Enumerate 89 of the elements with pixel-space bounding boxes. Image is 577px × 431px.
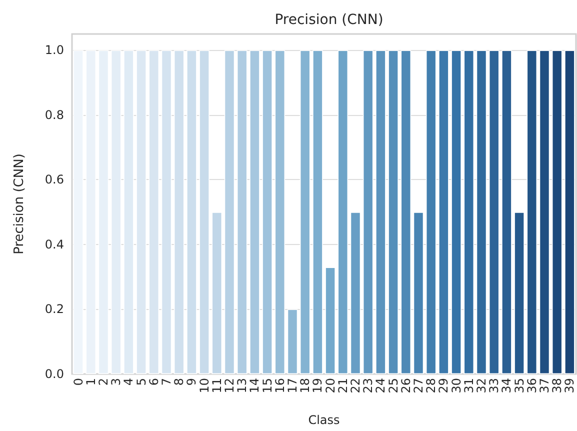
bar bbox=[325, 267, 336, 374]
y-tick-label: 0.8 bbox=[44, 108, 64, 122]
x-tick-label: 22 bbox=[348, 378, 362, 394]
x-tick-label: 19 bbox=[310, 378, 325, 394]
x-tick-label: 10 bbox=[197, 378, 212, 394]
x-tick-label: 32 bbox=[474, 378, 488, 394]
x-tick-label: 3 bbox=[109, 378, 124, 386]
x-tick-label: 13 bbox=[235, 378, 250, 394]
bar bbox=[526, 50, 538, 374]
bar bbox=[413, 212, 424, 374]
x-tick-label: 5 bbox=[134, 378, 148, 386]
x-tick-label: 2 bbox=[96, 378, 110, 386]
bar bbox=[148, 50, 160, 374]
x-tick-label: 6 bbox=[146, 378, 161, 386]
bar bbox=[250, 50, 260, 374]
bar bbox=[110, 50, 122, 374]
bar bbox=[262, 50, 272, 374]
bar bbox=[426, 50, 436, 374]
x-tick-label: 31 bbox=[462, 378, 476, 394]
y-axis-title: Precision (CNN) bbox=[12, 154, 27, 254]
bar bbox=[98, 50, 109, 374]
bar bbox=[376, 50, 386, 374]
bar bbox=[124, 50, 134, 374]
bar bbox=[476, 50, 487, 374]
x-tick-label: 35 bbox=[512, 378, 526, 394]
bar bbox=[236, 50, 248, 374]
x-tick-label: 24 bbox=[374, 378, 388, 394]
bar bbox=[274, 50, 286, 374]
bar bbox=[388, 50, 398, 374]
x-tick-label: 12 bbox=[222, 378, 236, 394]
bar bbox=[86, 50, 96, 374]
x-tick-label: 4 bbox=[122, 378, 136, 386]
x-tick-label: 17 bbox=[286, 378, 300, 394]
x-tick-label: 7 bbox=[160, 378, 174, 386]
x-tick-label: 33 bbox=[487, 378, 502, 394]
bar bbox=[362, 50, 374, 374]
x-tick-label: 29 bbox=[436, 378, 451, 394]
bar bbox=[338, 50, 348, 374]
bar bbox=[514, 212, 524, 374]
x-axis-title: Class bbox=[308, 413, 340, 427]
x-tick-label: 36 bbox=[524, 378, 539, 394]
y-tick-label: 0.2 bbox=[44, 302, 64, 316]
x-tick-label: 0 bbox=[71, 378, 86, 386]
x-tick-label: 27 bbox=[412, 378, 426, 394]
y-tick-label: 0.4 bbox=[44, 237, 64, 252]
x-tick-label: 37 bbox=[538, 378, 552, 394]
y-tick-label: 0.0 bbox=[44, 367, 64, 381]
bar bbox=[350, 212, 361, 374]
bar bbox=[136, 50, 146, 374]
bar bbox=[502, 50, 512, 374]
bar bbox=[552, 50, 562, 374]
bar bbox=[174, 50, 184, 374]
bar bbox=[312, 50, 323, 374]
x-tick-label: 14 bbox=[248, 378, 262, 394]
x-tick-label: 34 bbox=[500, 378, 514, 394]
bar bbox=[73, 50, 84, 374]
x-tick-label: 23 bbox=[361, 378, 376, 394]
x-tick-label: 1 bbox=[84, 378, 98, 386]
x-tick-label: 20 bbox=[323, 378, 338, 394]
bar bbox=[199, 50, 210, 374]
x-tick-label: 15 bbox=[260, 378, 274, 394]
y-tick-label: 0.6 bbox=[44, 172, 64, 187]
bar bbox=[161, 50, 172, 374]
x-tick-label: 21 bbox=[336, 378, 350, 394]
bar bbox=[300, 50, 310, 374]
x-tick-label: 39 bbox=[562, 378, 577, 394]
chart-title: Precision (CNN) bbox=[274, 12, 384, 28]
bar bbox=[287, 309, 298, 374]
x-tick-label: 38 bbox=[550, 378, 564, 394]
x-tick-label: 30 bbox=[449, 378, 464, 394]
x-tick-label: 25 bbox=[386, 378, 400, 394]
x-tick-label: 11 bbox=[210, 378, 224, 394]
x-tick-label: 18 bbox=[298, 378, 312, 394]
bar bbox=[224, 50, 235, 374]
bar bbox=[539, 50, 550, 374]
bar bbox=[564, 50, 575, 374]
bar bbox=[488, 50, 500, 374]
x-tick-label: 28 bbox=[424, 378, 438, 394]
y-tick-label: 1.0 bbox=[44, 43, 64, 58]
bar bbox=[186, 50, 197, 374]
x-tick-label: 26 bbox=[398, 378, 413, 394]
bar bbox=[212, 212, 222, 374]
x-tick-label: 8 bbox=[172, 378, 186, 386]
bar bbox=[464, 50, 474, 374]
bar bbox=[438, 50, 449, 374]
bar bbox=[400, 50, 412, 374]
bar bbox=[451, 50, 462, 374]
x-tick-label: 9 bbox=[184, 378, 199, 386]
x-tick-label: 16 bbox=[272, 378, 287, 394]
